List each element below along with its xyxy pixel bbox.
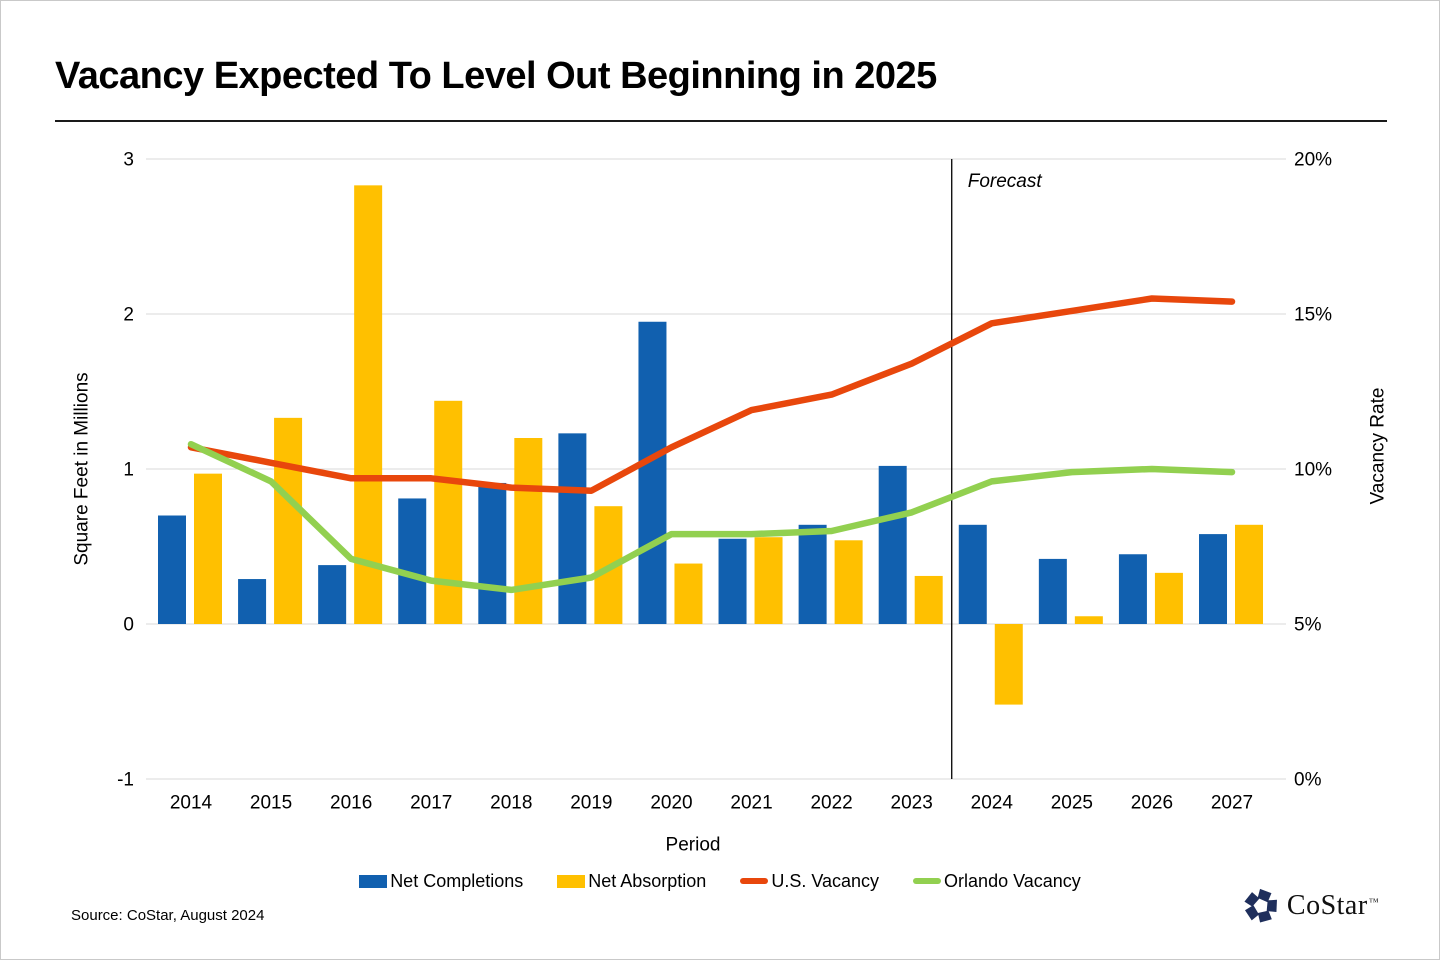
source-note: Source: CoStar, August 2024 [71,907,265,924]
legend-swatch-u-s-vacancy [740,878,769,884]
bar-net-completions-2022 [798,524,827,624]
right-axis-tick-15%: 15% [1294,305,1332,326]
costar-logo: CoStar™ [1242,887,1379,925]
x-label-2024: 2024 [971,793,1014,814]
right-axis-tick-0%: 0% [1294,770,1322,791]
bar-net-absorption-2026 [1154,572,1183,624]
x-label-2018: 2018 [490,793,532,814]
bar-net-absorption-2024 [994,624,1023,705]
left-axis-tick-2: 2 [123,305,134,326]
right-axis-title: Vacancy Rate [1368,388,1389,505]
bar-net-absorption-2025 [1074,616,1103,624]
bar-net-completions-2018 [478,482,507,624]
bar-net-absorption-2014 [194,473,222,624]
pinwheel-blade [1257,910,1272,923]
left-axis-tick-1: 1 [123,460,134,481]
bar-net-completions-2026 [1118,554,1147,624]
legend-item-net-absorption: Net Absorption [557,871,706,892]
pinwheel-blade [1244,905,1259,921]
x-label-2025: 2025 [1051,793,1093,814]
pinwheel-blade [1257,888,1272,903]
x-label-2016: 2016 [330,793,372,814]
bar-net-absorption-2020 [674,563,703,624]
legend-swatch-orlando-vacancy [913,878,942,884]
x-label-2026: 2026 [1131,793,1173,814]
legend-item-u-s-vacancy: U.S. Vacancy [740,871,879,892]
trademark-symbol: ™ [1368,897,1379,908]
bar-net-completions-2016 [318,565,347,624]
forecast-label: Forecast [968,171,1043,192]
x-axis-title: Period [666,835,721,856]
legend-item-net-completions: Net Completions [359,871,523,892]
bar-net-completions-2021 [718,538,747,624]
bar-net-completions-2014 [158,515,186,624]
bar-net-completions-2019 [558,433,587,624]
bar-net-completions-2023 [878,465,907,624]
costar-pinwheel-icon [1244,888,1277,923]
x-label-2022: 2022 [810,793,852,814]
right-axis-tick-5%: 5% [1294,615,1322,636]
bar-net-absorption-2023 [914,575,943,624]
x-label-2021: 2021 [730,793,772,814]
chart-legend: Net Completions Net Absorption U.S. Vacanc… [1,867,1439,895]
bar-net-completions-2017 [398,498,427,624]
bar-net-completions-2020 [638,321,667,624]
bar-net-completions-2015 [238,579,267,624]
x-label-2017: 2017 [410,793,452,814]
title-rule [55,120,1387,122]
right-axis-tick-20%: 20% [1294,150,1332,171]
bar-net-completions-2027 [1199,534,1228,624]
legend-item-orlando-vacancy: Orlando Vacancy [913,871,1081,892]
costar-logo-text: CoStar™ [1286,890,1379,921]
x-label-2015: 2015 [250,793,292,814]
bar-net-absorption-2021 [754,537,783,624]
bar-net-completions-2024 [958,524,987,624]
right-axis-tick-10%: 10% [1294,460,1332,481]
x-label-2019: 2019 [570,793,612,814]
x-label-2020: 2020 [650,793,692,814]
bar-net-absorption-2022 [834,540,863,624]
legend-swatch-net-absorption [557,874,586,888]
left-axis-title: Square Feet in Millions [72,372,93,565]
bar-net-absorption-2017 [434,400,463,624]
x-label-2023: 2023 [891,793,933,814]
x-label-2014: 2014 [170,793,213,814]
legend-swatch-net-completions [359,874,388,888]
bar-net-absorption-2027 [1235,524,1264,624]
bar-net-absorption-2016 [354,185,383,624]
line-u-s-vacancy [187,295,1236,494]
bar-net-absorption-2015 [274,417,303,624]
pinwheel-blade [1266,899,1277,912]
x-label-2027: 2027 [1211,793,1253,814]
legend-label-u-s-vacancy: U.S. Vacancy [771,870,880,891]
left-axis-tick--1: -1 [117,770,134,791]
bar-net-absorption-2018 [514,438,543,624]
legend-label-orlando-vacancy: Orlando Vacancy [944,870,1081,891]
legend-label-net-completions: Net Completions [390,870,524,891]
left-axis-tick-0: 0 [123,615,134,636]
pinwheel-blade [1244,892,1260,907]
left-axis-tick-3: 3 [123,150,134,171]
bar-net-completions-2025 [1038,558,1067,624]
line-orlando-vacancy [187,440,1236,594]
legend-label-net-absorption: Net Absorption [588,870,707,891]
page-title: Vacancy Expected To Level Out Beginning … [55,55,937,97]
